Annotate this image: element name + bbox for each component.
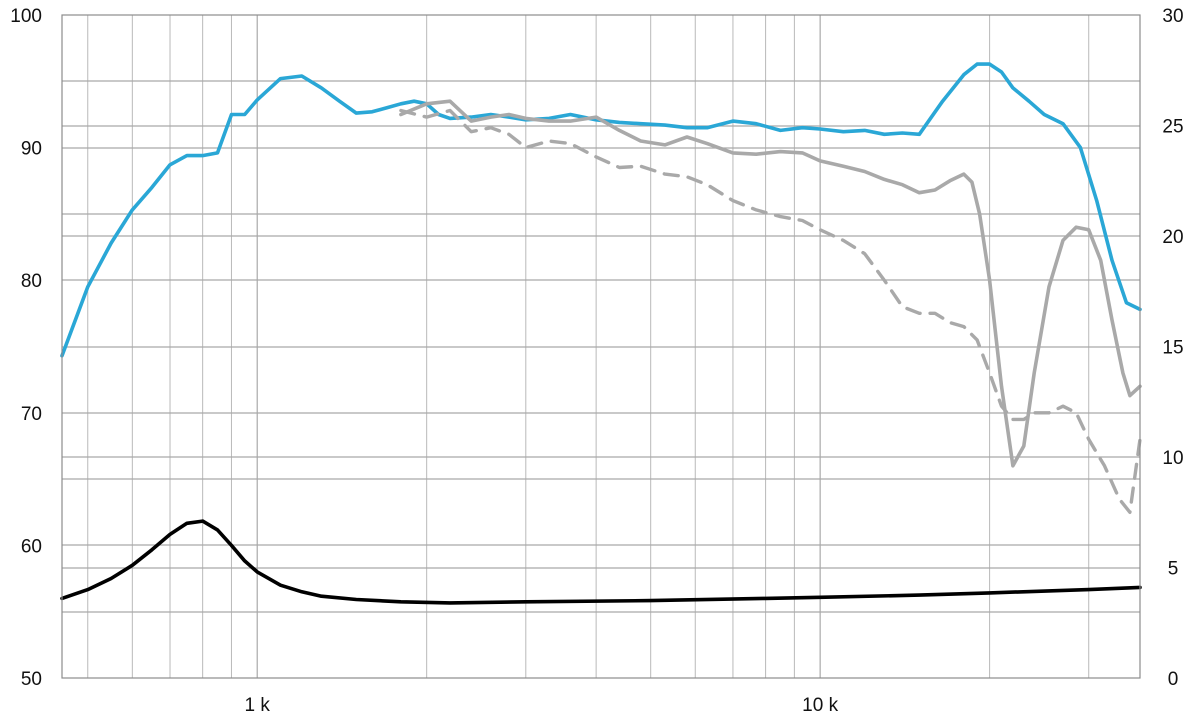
series-line-3 (399, 108, 1142, 514)
x-axis-tick-labels: 1 k 10 k (245, 695, 839, 716)
series-lines (60, 62, 1142, 605)
right-tick-label: 15 (1162, 338, 1183, 359)
left-axis-tick-labels: 50 60 70 80 90 100 (10, 6, 42, 690)
right-tick-label: 0 (1168, 669, 1179, 690)
x-tick-label: 1 k (245, 695, 271, 716)
right-axis-tick-labels: 0 5 10 15 20 25 30 (1162, 6, 1183, 690)
right-tick-label: 30 (1162, 6, 1183, 27)
major-gridlines (62, 80, 1140, 613)
series-line-1 (60, 62, 1142, 358)
left-tick-label: 60 (21, 536, 42, 557)
right-tick-label: 10 (1162, 448, 1183, 469)
left-tick-label: 80 (21, 271, 42, 292)
right-tick-label: 5 (1168, 559, 1179, 580)
series-line-4 (60, 519, 1142, 605)
left-tick-label: 50 (21, 669, 42, 690)
left-tick-label: 100 (10, 6, 42, 27)
right-tick-label: 20 (1162, 227, 1183, 248)
series-line-2 (399, 99, 1142, 468)
plot-frame (61, 14, 1141, 679)
left-tick-label: 90 (21, 139, 42, 160)
x-tick-label: 10 k (802, 695, 838, 716)
left-tick-label: 70 (21, 404, 42, 425)
right-tick-label: 25 (1162, 117, 1183, 138)
